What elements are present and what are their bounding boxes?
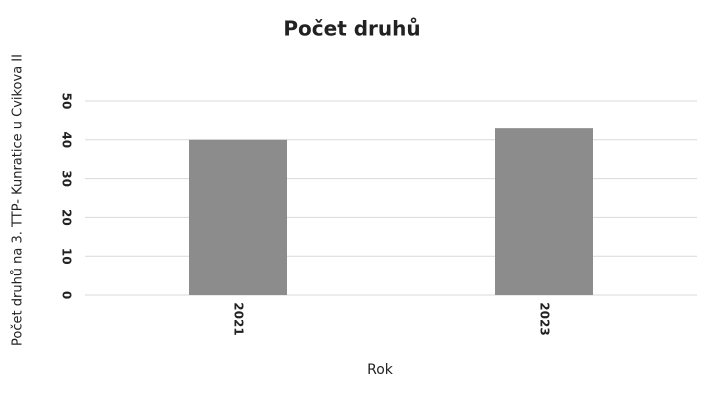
y-tick-label: 50 bbox=[60, 93, 74, 110]
y-tick-label: 0 bbox=[60, 291, 74, 299]
chart-title: Počet druhů bbox=[283, 17, 420, 41]
y-axis-title: Počet druhů na 3. TTP- Kunratice u Cviko… bbox=[11, 54, 26, 346]
x-tick-label: 2021 bbox=[232, 302, 246, 335]
bar bbox=[189, 139, 287, 295]
y-tick-label: 40 bbox=[60, 131, 74, 148]
y-tick-label: 30 bbox=[60, 170, 74, 187]
y-tick-label: 20 bbox=[60, 209, 74, 226]
y-tick-label: 10 bbox=[60, 248, 74, 265]
x-tick-label: 2023 bbox=[538, 302, 552, 335]
bar bbox=[495, 128, 593, 295]
x-axis-title: Rok bbox=[367, 362, 394, 378]
